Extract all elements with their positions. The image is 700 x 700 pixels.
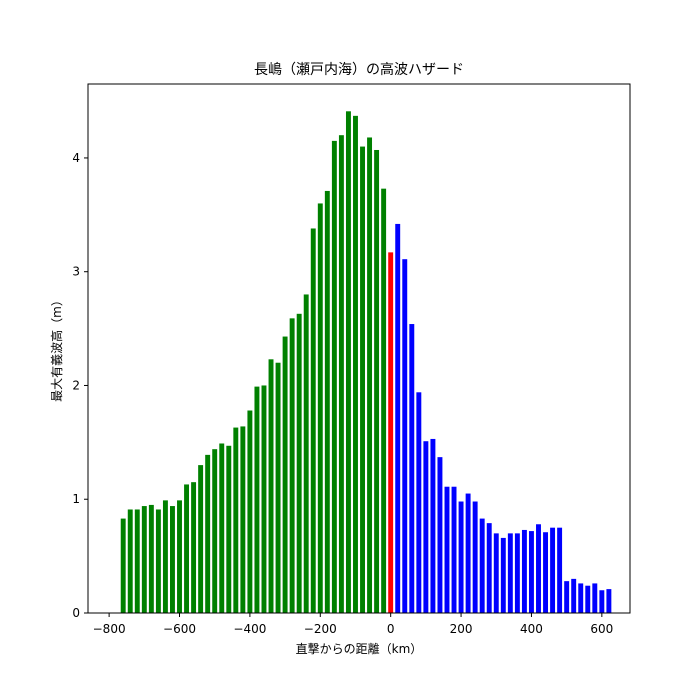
bar xyxy=(367,137,373,613)
plot-frame xyxy=(87,83,631,614)
x-tick-label: −600 xyxy=(163,622,196,636)
bar xyxy=(592,583,598,613)
bar xyxy=(564,581,570,613)
bar xyxy=(141,506,147,613)
x-tick-label: 400 xyxy=(520,622,543,636)
bar xyxy=(543,532,548,613)
bar xyxy=(444,486,450,613)
bar xyxy=(416,392,422,613)
bar xyxy=(374,149,380,614)
bar xyxy=(423,441,429,613)
bar xyxy=(170,506,175,613)
bar xyxy=(409,324,415,613)
x-tick-label: −800 xyxy=(93,622,126,636)
bar xyxy=(247,410,253,613)
bar xyxy=(212,449,218,613)
y-tick-label: 2 xyxy=(72,378,80,392)
bar xyxy=(571,578,577,613)
bar xyxy=(177,500,182,613)
bar xyxy=(472,501,478,613)
bar xyxy=(395,223,401,613)
bar xyxy=(282,336,288,613)
bar xyxy=(240,426,246,613)
bar xyxy=(381,188,387,613)
bar xyxy=(578,583,584,613)
bar xyxy=(550,527,556,613)
bar xyxy=(585,585,591,613)
bar xyxy=(430,438,436,613)
x-tick-label: 200 xyxy=(450,622,473,636)
bar xyxy=(458,501,464,613)
bar xyxy=(599,590,605,613)
bar xyxy=(324,190,330,613)
bar xyxy=(155,509,161,613)
bar xyxy=(233,427,239,613)
bar xyxy=(268,359,274,613)
bar xyxy=(514,533,520,613)
bar xyxy=(226,445,232,613)
x-tick-label: 600 xyxy=(590,622,613,636)
bar xyxy=(296,313,302,613)
bar xyxy=(500,537,506,613)
bar xyxy=(437,457,443,613)
bar xyxy=(360,146,365,613)
bar xyxy=(528,531,534,613)
bar xyxy=(120,518,126,613)
x-tick-label: −400 xyxy=(233,622,266,636)
bar xyxy=(345,111,351,614)
bar xyxy=(331,140,337,613)
bar xyxy=(310,228,316,614)
bar xyxy=(465,493,471,613)
bar xyxy=(289,318,295,613)
bar xyxy=(148,504,154,613)
y-tick-label: 0 xyxy=(72,606,80,620)
bar xyxy=(134,509,140,613)
chart-title: 長嶋（瀬戸内海）の高波ハザード xyxy=(254,61,464,78)
bar xyxy=(353,115,358,613)
bar xyxy=(261,385,267,613)
y-tick-label: 4 xyxy=(72,151,80,165)
bar xyxy=(205,454,211,613)
x-axis: −800 −600 −400 −200 0 200 400 600 xyxy=(93,613,613,636)
bar xyxy=(606,589,612,613)
bar xyxy=(557,527,563,613)
y-tick-label: 1 xyxy=(72,492,80,506)
bar xyxy=(338,135,344,613)
bar xyxy=(536,524,541,613)
bar xyxy=(479,518,485,613)
bar xyxy=(127,509,133,613)
bar xyxy=(254,386,260,613)
y-axis: 0 1 2 3 4 xyxy=(72,151,88,620)
bar xyxy=(162,500,168,613)
bar-group xyxy=(120,111,612,614)
bar xyxy=(521,529,527,613)
x-tick-label: −200 xyxy=(304,622,337,636)
bar xyxy=(486,523,492,613)
bar xyxy=(303,294,309,613)
y-axis-label: 最大有義波高（m） xyxy=(49,294,64,402)
bar xyxy=(402,259,408,613)
bar xyxy=(388,252,394,613)
bar xyxy=(219,443,225,613)
bar xyxy=(191,482,197,613)
bar xyxy=(493,533,499,613)
bar xyxy=(451,486,457,613)
bar xyxy=(184,484,190,613)
bar xyxy=(317,203,323,613)
bar xyxy=(275,362,281,613)
bar xyxy=(507,533,513,613)
x-tick-label: 0 xyxy=(387,622,395,636)
bar xyxy=(198,465,204,613)
x-axis-label: 直撃からの距離（km） xyxy=(296,641,423,656)
y-tick-label: 3 xyxy=(72,265,80,279)
